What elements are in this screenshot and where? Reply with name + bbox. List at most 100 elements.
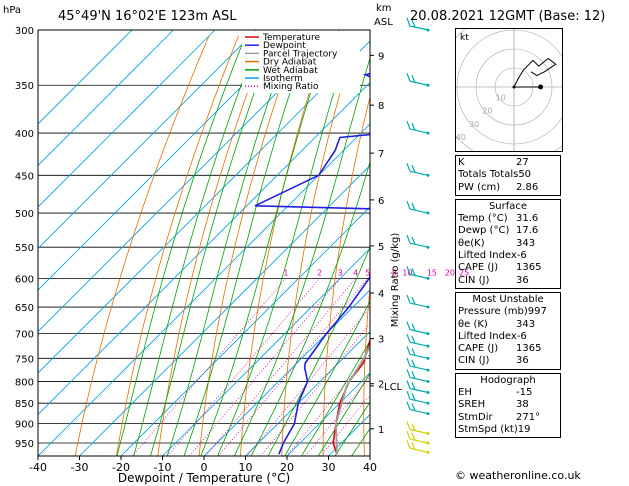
surface-row: θe(K) 343 [458,238,558,250]
hodograph-unit-label: kt [460,33,469,43]
pressure-tick-label: 850 [15,399,34,410]
mixing-ratio-label: 5 [365,268,370,277]
datetime-title: 20.08.2021 12GMT (Base: 12) [410,9,605,24]
surface-value: 17.6 [516,225,539,237]
wet-adiabat-line [233,56,370,456]
km-tick-label: 4 [378,289,384,300]
isotherm-line [162,247,370,456]
wind-barb [406,234,430,249]
most_unstable-value: 1365 [516,343,542,355]
most_unstable-row: CAPE (J) 1365 [458,343,558,355]
mixing-ratio-label: 15 [427,268,437,277]
wind-barb-flag [411,19,416,28]
wet-adiabat-line [133,35,261,456]
dry-adiabat-line [74,35,210,456]
mixing-ratio-axis-label: Mixing Ratio (g/kg) [390,233,401,328]
wind-barb-dot [426,28,430,32]
legend-entry: Wet Adiabat [263,66,318,76]
hodograph_box-label: EH [458,387,472,399]
pressure-tick-label: 600 [15,274,34,285]
wind-barb-flag [406,440,411,449]
surface-value: -6 [516,250,527,262]
wind-barb-dot [426,450,430,454]
wind-barb-dot [426,211,430,215]
wind-barb-dot [426,379,430,383]
x-tick-label: 0 [201,461,208,474]
dry-adiabat-line [617,36,629,456]
wind-barb-flag [406,357,411,367]
most_unstable-value: -6 [516,330,527,342]
dry-adiabat-line [240,35,328,456]
most_unstable-row: CIN (J) 36 [458,355,558,367]
km-tick-label: 6 [378,196,384,207]
wet-adiabat-line [200,35,330,456]
x-tick-label: -30 [71,461,89,474]
wind-barb-dot [426,401,430,405]
series-line [332,337,370,455]
wet-adiabat-line [267,246,370,456]
legend-background [242,31,360,93]
isotherm-line [286,372,370,456]
wind-barb-staff [409,25,429,31]
wind-barb-flag [411,335,416,344]
x-tick-label: -10 [154,461,172,474]
wind-barb-flag [411,423,416,431]
isotherm-line [38,30,299,291]
isotherm-line [38,40,370,374]
wind-barb-dot [426,390,430,394]
wind-barb [406,266,430,280]
wind-barb-flag [406,266,411,275]
wind-barb [406,369,430,383]
wind-barb-dot [426,131,430,135]
hodograph_box-row: EH -15 [458,387,558,399]
wind-barb-flag [411,392,416,401]
wet-adiabat-line [217,35,352,456]
indices-panel: K 27 Totals Totals 50 PW (cm) 2.86 Surface … [455,155,561,441]
pressure-tick-label: 900 [15,420,34,431]
pressure-tick-label: 650 [15,303,34,314]
mixing-ratio-labels: 1 2 3 4 5 8 10 15 20 25 [283,268,469,277]
mixing-ratio-label: 8 [392,268,397,277]
mixing-ratio-line [131,278,287,456]
wind-barb-staff [409,438,429,444]
wind-barb-dot [426,431,430,435]
wind-barb-staff [409,302,429,308]
km-tick-label: 1 [378,425,384,436]
hodograph-ring-label: 20 [482,107,492,116]
wind-barb [406,430,430,445]
wind-barb-flag [411,165,416,173]
most_unstable-label: CAPE (J) [458,343,499,355]
dry-adiabat-line [281,35,358,456]
location-title: 45°49'N 16°02'E 123m ASL [58,9,237,24]
pressure-tick-label: 350 [15,81,34,92]
dry-adiabat-line [322,95,370,456]
km-tick-label: 8 [378,101,384,112]
most_unstable-label: Pressure (mb) [458,306,528,318]
surface-label: CAPE (J) [458,262,499,274]
surface-label: θe(K) [458,237,485,249]
wind-barb-flag [411,268,416,276]
hodograph-stats-title: Hodograph [480,374,536,386]
pressure-tick-label: 800 [15,377,34,388]
surface-label: Lifted Index [458,250,517,262]
wind-barb-flag [406,333,411,343]
pressure-tick-label: 400 [15,129,34,140]
wind-barb-dot [426,344,430,348]
wind-barb-flag [411,74,416,83]
most_unstable-value: 343 [516,318,536,330]
pressure-tick-label: 550 [15,243,34,254]
wind-barb-dot [426,276,430,280]
wind-barb-flag [406,73,411,82]
wind-barb-flag [406,390,411,400]
legend-entry: Mixing Ratio [263,82,319,92]
km-tick-label: 5 [378,242,384,253]
totals-value: 50 [518,169,532,181]
wind-barb [406,17,430,32]
pressure-tick-label: 950 [15,439,34,450]
wet-adiabat-line [301,340,370,456]
wind-barb-flag [406,401,411,410]
x-tick-label: 20 [280,461,294,474]
totals-label: Totals Totals [458,169,519,181]
x-tick-label: -40 [29,461,47,474]
